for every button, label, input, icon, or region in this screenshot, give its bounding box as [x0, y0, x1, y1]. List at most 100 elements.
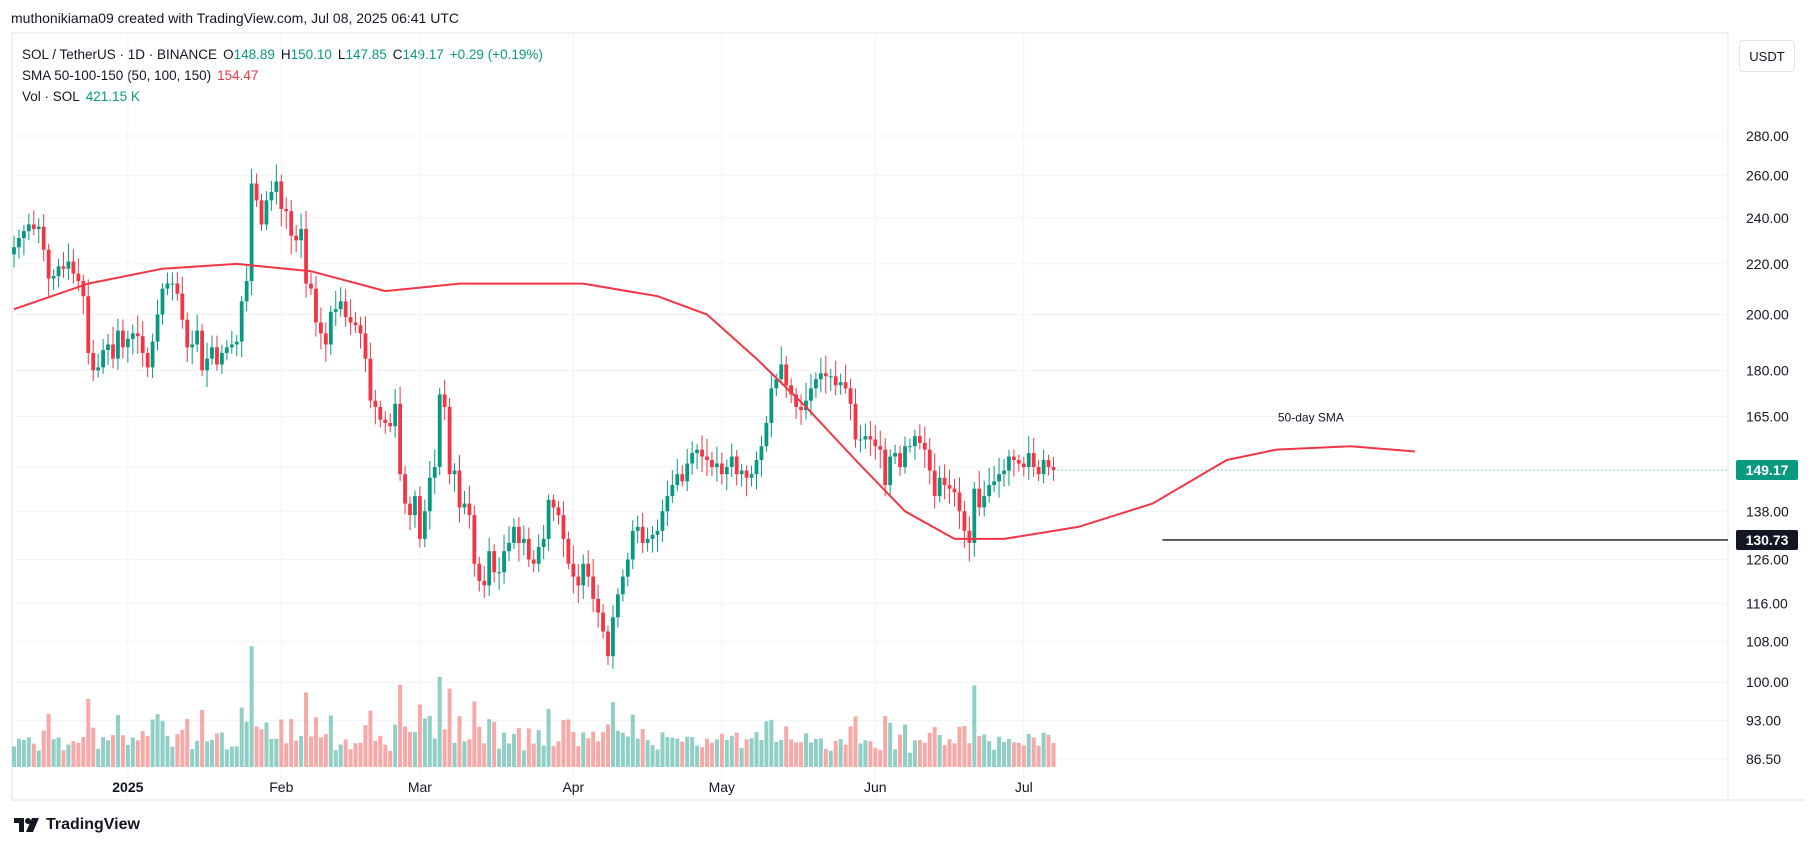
candle-body — [521, 538, 526, 543]
candle-body — [863, 436, 868, 440]
candle-body — [1012, 456, 1016, 461]
volume-bar — [536, 730, 541, 767]
volume-bar — [601, 732, 606, 767]
volume-bar — [541, 745, 546, 767]
candle-body — [140, 336, 145, 353]
candle-body — [279, 181, 284, 209]
volume-bar — [1016, 742, 1021, 767]
candle-body — [1031, 453, 1036, 468]
candle-body — [680, 474, 685, 482]
time-tick-label: Jun — [864, 779, 887, 795]
candle-body — [858, 439, 863, 441]
volume-bar — [942, 745, 947, 767]
volume-bar — [318, 737, 323, 767]
symbol-label[interactable]: SOL / TetherUS · 1D · BINANCE — [22, 47, 218, 62]
volume-bar — [125, 744, 130, 767]
candle-body — [413, 496, 417, 516]
volume-bar — [734, 732, 739, 767]
symbol-row: SOL / TetherUS · 1D · BINANCE O148.89 H1… — [22, 44, 543, 65]
candle-body — [323, 333, 328, 345]
candle-body — [898, 453, 902, 468]
candle-body — [620, 576, 625, 595]
candle-body — [705, 456, 709, 461]
volume-bar — [739, 748, 744, 767]
support-price-label: 130.73 — [1746, 532, 1789, 548]
candle-body — [606, 631, 610, 657]
candle-body — [531, 559, 536, 564]
candle-body — [917, 436, 922, 443]
candle-body — [823, 373, 828, 377]
volume-bar — [586, 738, 591, 767]
brand-label: TradingView — [46, 816, 140, 833]
candle-body — [695, 449, 699, 454]
volume-bar — [492, 721, 497, 767]
volume-bar — [576, 746, 581, 767]
candle-body — [1036, 467, 1041, 475]
candle-body — [719, 463, 724, 475]
volume-bar — [883, 716, 888, 767]
candle-body — [51, 276, 56, 279]
volume-bar — [655, 749, 660, 767]
volume-bar — [581, 732, 586, 767]
price-tick-label: 126.00 — [1746, 552, 1789, 568]
sma-value: 154.47 — [217, 68, 259, 83]
candle-body — [393, 403, 398, 427]
volume-bar — [932, 727, 937, 767]
candle-body — [507, 542, 511, 552]
volume-bar — [106, 740, 111, 767]
volume-bar — [695, 745, 700, 767]
candle-body — [526, 538, 531, 560]
candle-body — [764, 422, 769, 447]
volume-bar — [645, 740, 650, 767]
candle-body — [739, 470, 744, 475]
volume-bar — [873, 747, 878, 767]
volume-bar — [566, 719, 571, 767]
volume-bar — [912, 740, 917, 767]
candle-body — [957, 492, 962, 512]
sma-row[interactable]: SMA 50-100-150 (50, 100, 150) 154.47 — [22, 65, 543, 86]
volume-bar — [749, 738, 754, 767]
candle-body — [630, 530, 635, 560]
price-tick-label: 240.00 — [1746, 210, 1789, 226]
candle-body — [403, 474, 407, 504]
candle-body — [848, 388, 853, 404]
volume-bar — [46, 713, 51, 767]
volume-bar — [511, 734, 516, 767]
attribution-text: muthonikiama09 created with TradingView.… — [11, 10, 459, 26]
candle-body — [888, 456, 893, 486]
candle-body — [442, 394, 447, 407]
volume-bar — [487, 719, 492, 767]
volume-bar — [259, 729, 264, 767]
candle-body — [561, 515, 566, 539]
candle-body — [903, 446, 907, 468]
currency-button[interactable]: USDT — [1739, 40, 1795, 72]
tradingview-brand[interactable]: TradingView — [14, 816, 140, 834]
volume-bar — [412, 732, 417, 767]
candle-body — [635, 526, 640, 531]
volume-bar — [729, 735, 734, 767]
volume-row[interactable]: Vol · SOL 421.15 K — [22, 86, 543, 107]
candle-body — [234, 341, 239, 345]
candle-body — [452, 470, 457, 475]
candle-body — [977, 488, 982, 508]
volume-bar — [328, 715, 333, 767]
volume-bar — [823, 748, 828, 767]
volume-bar — [596, 741, 601, 767]
candle-body — [1002, 470, 1006, 475]
volume-bar — [838, 739, 843, 767]
volume-bar — [130, 737, 135, 767]
candle-body — [408, 503, 412, 516]
volume-bar — [373, 740, 378, 767]
candle-body — [81, 281, 86, 297]
volume-bar — [81, 737, 86, 767]
last-price-tag — [1736, 459, 1798, 480]
volume-bar — [348, 749, 353, 767]
candle-body — [541, 538, 546, 548]
candle-body — [1021, 463, 1026, 468]
candle-body — [31, 224, 36, 229]
candle-body — [205, 358, 209, 371]
volume-bar — [447, 688, 452, 767]
candle-body — [789, 385, 794, 395]
volume-bar — [170, 746, 175, 767]
